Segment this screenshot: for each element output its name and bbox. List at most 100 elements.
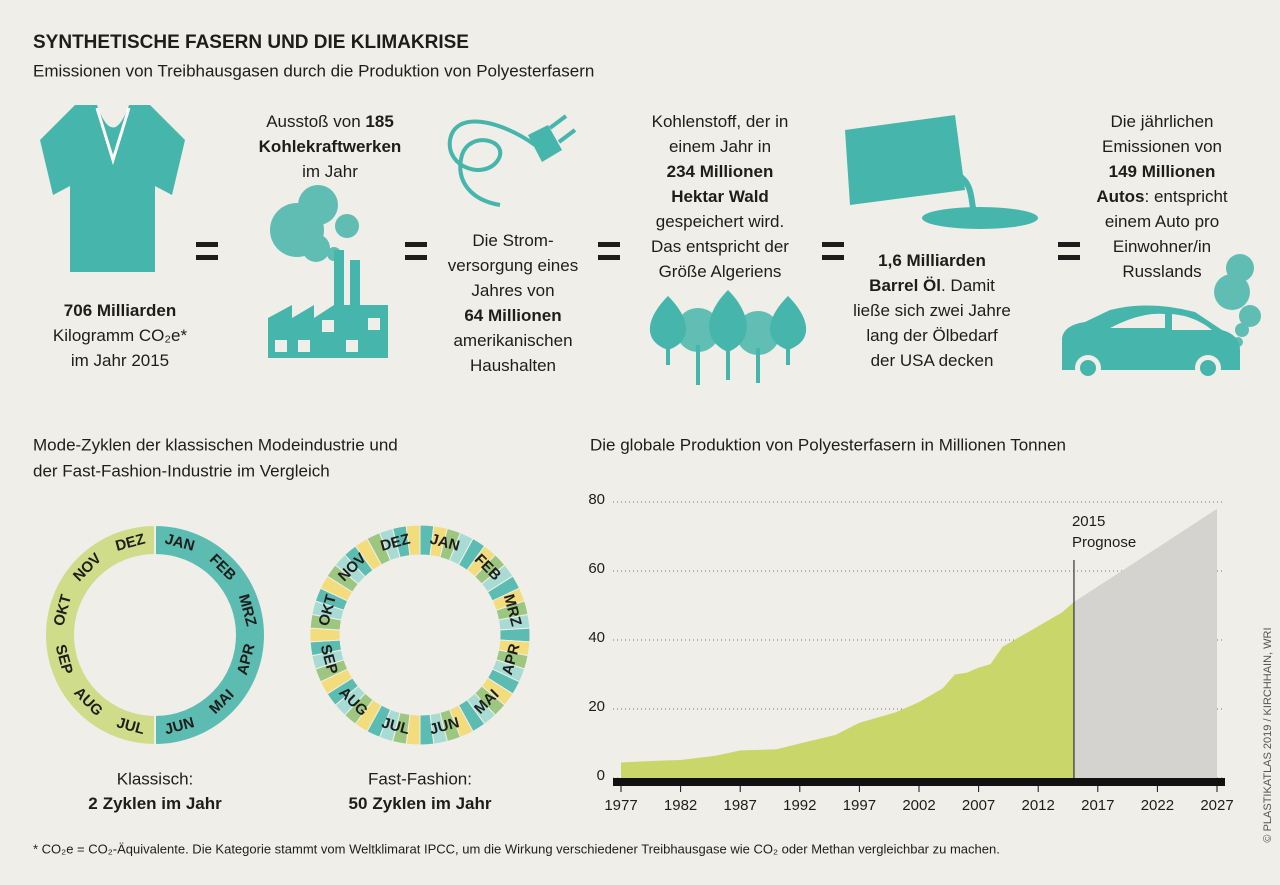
area [621,602,1074,778]
equals-signs [196,242,1080,260]
x-tick-label: 1982 [664,797,697,814]
cycle-segment [405,524,421,557]
equivalence-line: Kilogramm CO₂e* [53,326,188,345]
text-run: 185 [365,112,393,131]
text-run: Jahres von [471,281,554,300]
subtitle: Emissionen von Treibhausgasen durch die … [33,61,594,80]
x-tick-label: 2012 [1022,797,1055,814]
x-tick-label: 2007 [962,797,995,814]
text-run: 64 Millionen [464,306,561,325]
text-run: einem Jahr in [669,137,771,156]
text-run: amerikanischen [453,331,572,350]
text-run: Barrel Öl [869,276,941,295]
x-tick-label: 2002 [902,797,935,814]
y-tick-label: 40 [588,629,605,646]
plug-pins [548,114,577,144]
cycle-segment [44,523,156,747]
text-run: versorgung eines [448,256,578,275]
text-run: . Damit [941,276,995,295]
month-label: JUL [380,714,412,738]
x-tick-label: 1987 [724,797,757,814]
ring-cycles: 2 Zyklen im Jahr [88,794,222,813]
x-tick-label: 2022 [1141,797,1174,814]
equivalence-line: einem Auto pro [1105,212,1219,231]
equivalence-line: Kohlenstoff, der in [652,112,789,131]
x-tick-label: 1992 [783,797,816,814]
ring-label: Klassisch: [117,769,194,788]
y-tick-label: 80 [588,491,605,508]
text-run: Kohlekraftwerken [259,137,402,156]
chart-title: Die globale Produktion von Polyesterfase… [590,435,1066,454]
text-run: Die Strom- [472,231,553,250]
oil-puddle [922,207,1038,229]
text-run: 149 Millionen [1109,162,1216,181]
section-title: der Fast-Fashion-Industrie im Vergleich [33,461,330,480]
text-run: 706 Milliarden [64,301,176,320]
equivalence-line: Die Strom- [472,231,553,250]
x-tick-label: 1977 [604,797,637,814]
y-tick-label: 60 [588,560,605,577]
cycle-unit: Zyklen im Jahr [103,794,222,813]
footnote: * CO₂e = CO₂-Äquivalente. Die Kategorie … [33,841,1000,856]
text-run: lang der Ölbedarf [866,326,998,345]
equivalence-line: Emissionen von [1102,137,1222,156]
equivalence-line: im Jahr 2015 [71,351,169,370]
text-run: Emissionen von [1102,137,1222,156]
annotation: Prognose [1072,534,1136,551]
cycle-unit: Zyklen im Jahr [372,794,491,813]
cycle-count: 2 [88,794,97,813]
text-run: Die jährlichen [1111,112,1214,131]
equivalence-line: Größe Algeriens [659,262,782,281]
text-run: Kilogramm CO₂e* [53,326,188,345]
equivalence-line: Einwohner/in [1113,237,1211,256]
x-tick-label: 2027 [1200,797,1233,814]
text-run: Einwohner/in [1113,237,1211,256]
equivalence-line: 1,6 Milliarden [878,251,986,270]
equivalence-line: Haushalten [470,356,556,375]
shirt-icon [40,105,185,272]
x-tick-label: 1997 [843,797,876,814]
text-run: Autos [1096,187,1144,206]
equivalence-line: Hektar Wald [671,187,769,206]
text-run: Ausstoß von [266,112,365,131]
plug-icon [528,125,562,162]
trees-icon [649,290,807,385]
ring-label: Fast-Fashion: [368,769,472,788]
y-tick-label: 0 [597,767,605,784]
icons [40,105,1261,385]
text-run: 234 Millionen [667,162,774,181]
equivalence-line: versorgung eines [448,256,578,275]
x-tick-label: 2017 [1081,797,1114,814]
text-run: Haushalten [470,356,556,375]
cord-icon [447,119,537,207]
text-run: Kohlenstoff, der in [652,112,789,131]
text-run: Russlands [1122,262,1201,281]
text-run: : entspricht [1145,187,1228,206]
text-run: gespeichert wird. [656,212,785,231]
equivalence-line: ließe sich zwei Jahre [853,301,1011,320]
text-run: der USA decken [871,351,994,370]
equivalence-line: Das entspricht der [651,237,789,256]
text-run: im Jahr 2015 [71,351,169,370]
equivalence-line: gespeichert wird. [656,212,785,231]
credit: © PLASTIKATLAS 2019 / KIRCHHAIN, WRI [1262,627,1274,842]
equivalence-line: im Jahr [302,162,358,181]
equivalence-line: Autos: entspricht [1096,187,1228,206]
y-tick-label: 20 [588,698,605,715]
ring-cycles: 50 Zyklen im Jahr [349,794,492,813]
text-run: Hektar Wald [671,187,769,206]
equivalence-line: der USA decken [871,351,994,370]
equivalence-line: Jahres von [471,281,554,300]
cycle-segment [154,523,266,747]
text-run: Größe Algeriens [659,262,782,281]
text-run: einem Auto pro [1105,212,1219,231]
area [1073,508,1217,778]
equivalence-line: 234 Millionen [667,162,774,181]
section-title: Mode-Zyklen der klassischen Modeindustri… [33,435,398,454]
factory-icon [268,250,388,358]
annotation: 2015 [1072,513,1105,530]
equivalence-line: Ausstoß von 185 [266,112,394,131]
equivalence-line: einem Jahr in [669,137,771,156]
